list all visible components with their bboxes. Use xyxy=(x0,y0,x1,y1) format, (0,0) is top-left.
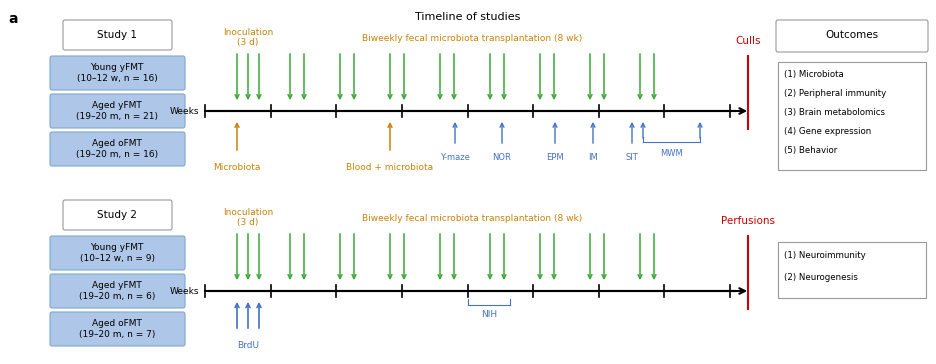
Text: EPM: EPM xyxy=(547,153,563,162)
Text: (1) Neuroimmunity: (1) Neuroimmunity xyxy=(784,252,866,261)
FancyBboxPatch shape xyxy=(50,132,185,166)
Text: Inoculation: Inoculation xyxy=(223,208,273,217)
Text: Aged oFMT
(19–20 m, n = 16): Aged oFMT (19–20 m, n = 16) xyxy=(76,139,158,159)
FancyBboxPatch shape xyxy=(50,312,185,346)
Text: BrdU: BrdU xyxy=(237,341,259,350)
FancyBboxPatch shape xyxy=(50,94,185,128)
Text: Inoculation: Inoculation xyxy=(223,28,273,37)
Text: Weeks: Weeks xyxy=(169,107,199,115)
Text: MWM: MWM xyxy=(660,149,683,158)
Bar xyxy=(778,62,926,170)
FancyBboxPatch shape xyxy=(50,236,185,270)
Text: Weeks: Weeks xyxy=(169,286,199,296)
Text: Microbiota: Microbiota xyxy=(213,163,261,172)
Text: Study 1: Study 1 xyxy=(97,30,137,40)
Text: NOR: NOR xyxy=(492,153,511,162)
Text: (3 d): (3 d) xyxy=(238,218,258,227)
Text: (2) Neurogenesis: (2) Neurogenesis xyxy=(784,273,858,282)
Text: NIH: NIH xyxy=(481,310,497,319)
Text: (3) Brain metabolomics: (3) Brain metabolomics xyxy=(784,107,885,116)
Text: (4) Gene expression: (4) Gene expression xyxy=(784,127,871,135)
Text: (5) Behavior: (5) Behavior xyxy=(784,146,837,154)
Text: Timeline of studies: Timeline of studies xyxy=(416,12,520,22)
Text: Blood + microbiota: Blood + microbiota xyxy=(346,163,433,172)
Text: SIT: SIT xyxy=(625,153,638,162)
Text: Young yFMT
(10–12 w, n = 9): Young yFMT (10–12 w, n = 9) xyxy=(80,243,154,263)
Text: IM: IM xyxy=(588,153,598,162)
FancyBboxPatch shape xyxy=(50,56,185,90)
Text: (1) Microbiota: (1) Microbiota xyxy=(784,70,843,79)
Text: Y-maze: Y-maze xyxy=(440,153,470,162)
FancyBboxPatch shape xyxy=(63,20,172,50)
Text: (3 d): (3 d) xyxy=(238,38,258,47)
Text: (2) Peripheral immunity: (2) Peripheral immunity xyxy=(784,88,886,98)
Bar xyxy=(778,242,926,298)
Text: Aged yFMT
(19–20 m, n = 21): Aged yFMT (19–20 m, n = 21) xyxy=(76,101,158,121)
Text: Young yFMT
(10–12 w, n = 16): Young yFMT (10–12 w, n = 16) xyxy=(77,63,157,83)
Text: a: a xyxy=(8,12,18,26)
FancyBboxPatch shape xyxy=(776,20,928,52)
Text: Study 2: Study 2 xyxy=(97,210,137,220)
FancyBboxPatch shape xyxy=(50,274,185,308)
Text: Biweekly fecal microbiota transplantation (8 wk): Biweekly fecal microbiota transplantatio… xyxy=(362,34,582,43)
Text: Culls: Culls xyxy=(736,36,761,46)
Text: Perfusions: Perfusions xyxy=(721,216,775,226)
Text: Biweekly fecal microbiota transplantation (8 wk): Biweekly fecal microbiota transplantatio… xyxy=(362,214,582,223)
Text: Outcomes: Outcomes xyxy=(826,30,879,40)
FancyBboxPatch shape xyxy=(63,200,172,230)
Text: Aged yFMT
(19–20 m, n = 6): Aged yFMT (19–20 m, n = 6) xyxy=(79,281,155,301)
Text: Aged oFMT
(19–20 m, n = 7): Aged oFMT (19–20 m, n = 7) xyxy=(79,319,155,339)
